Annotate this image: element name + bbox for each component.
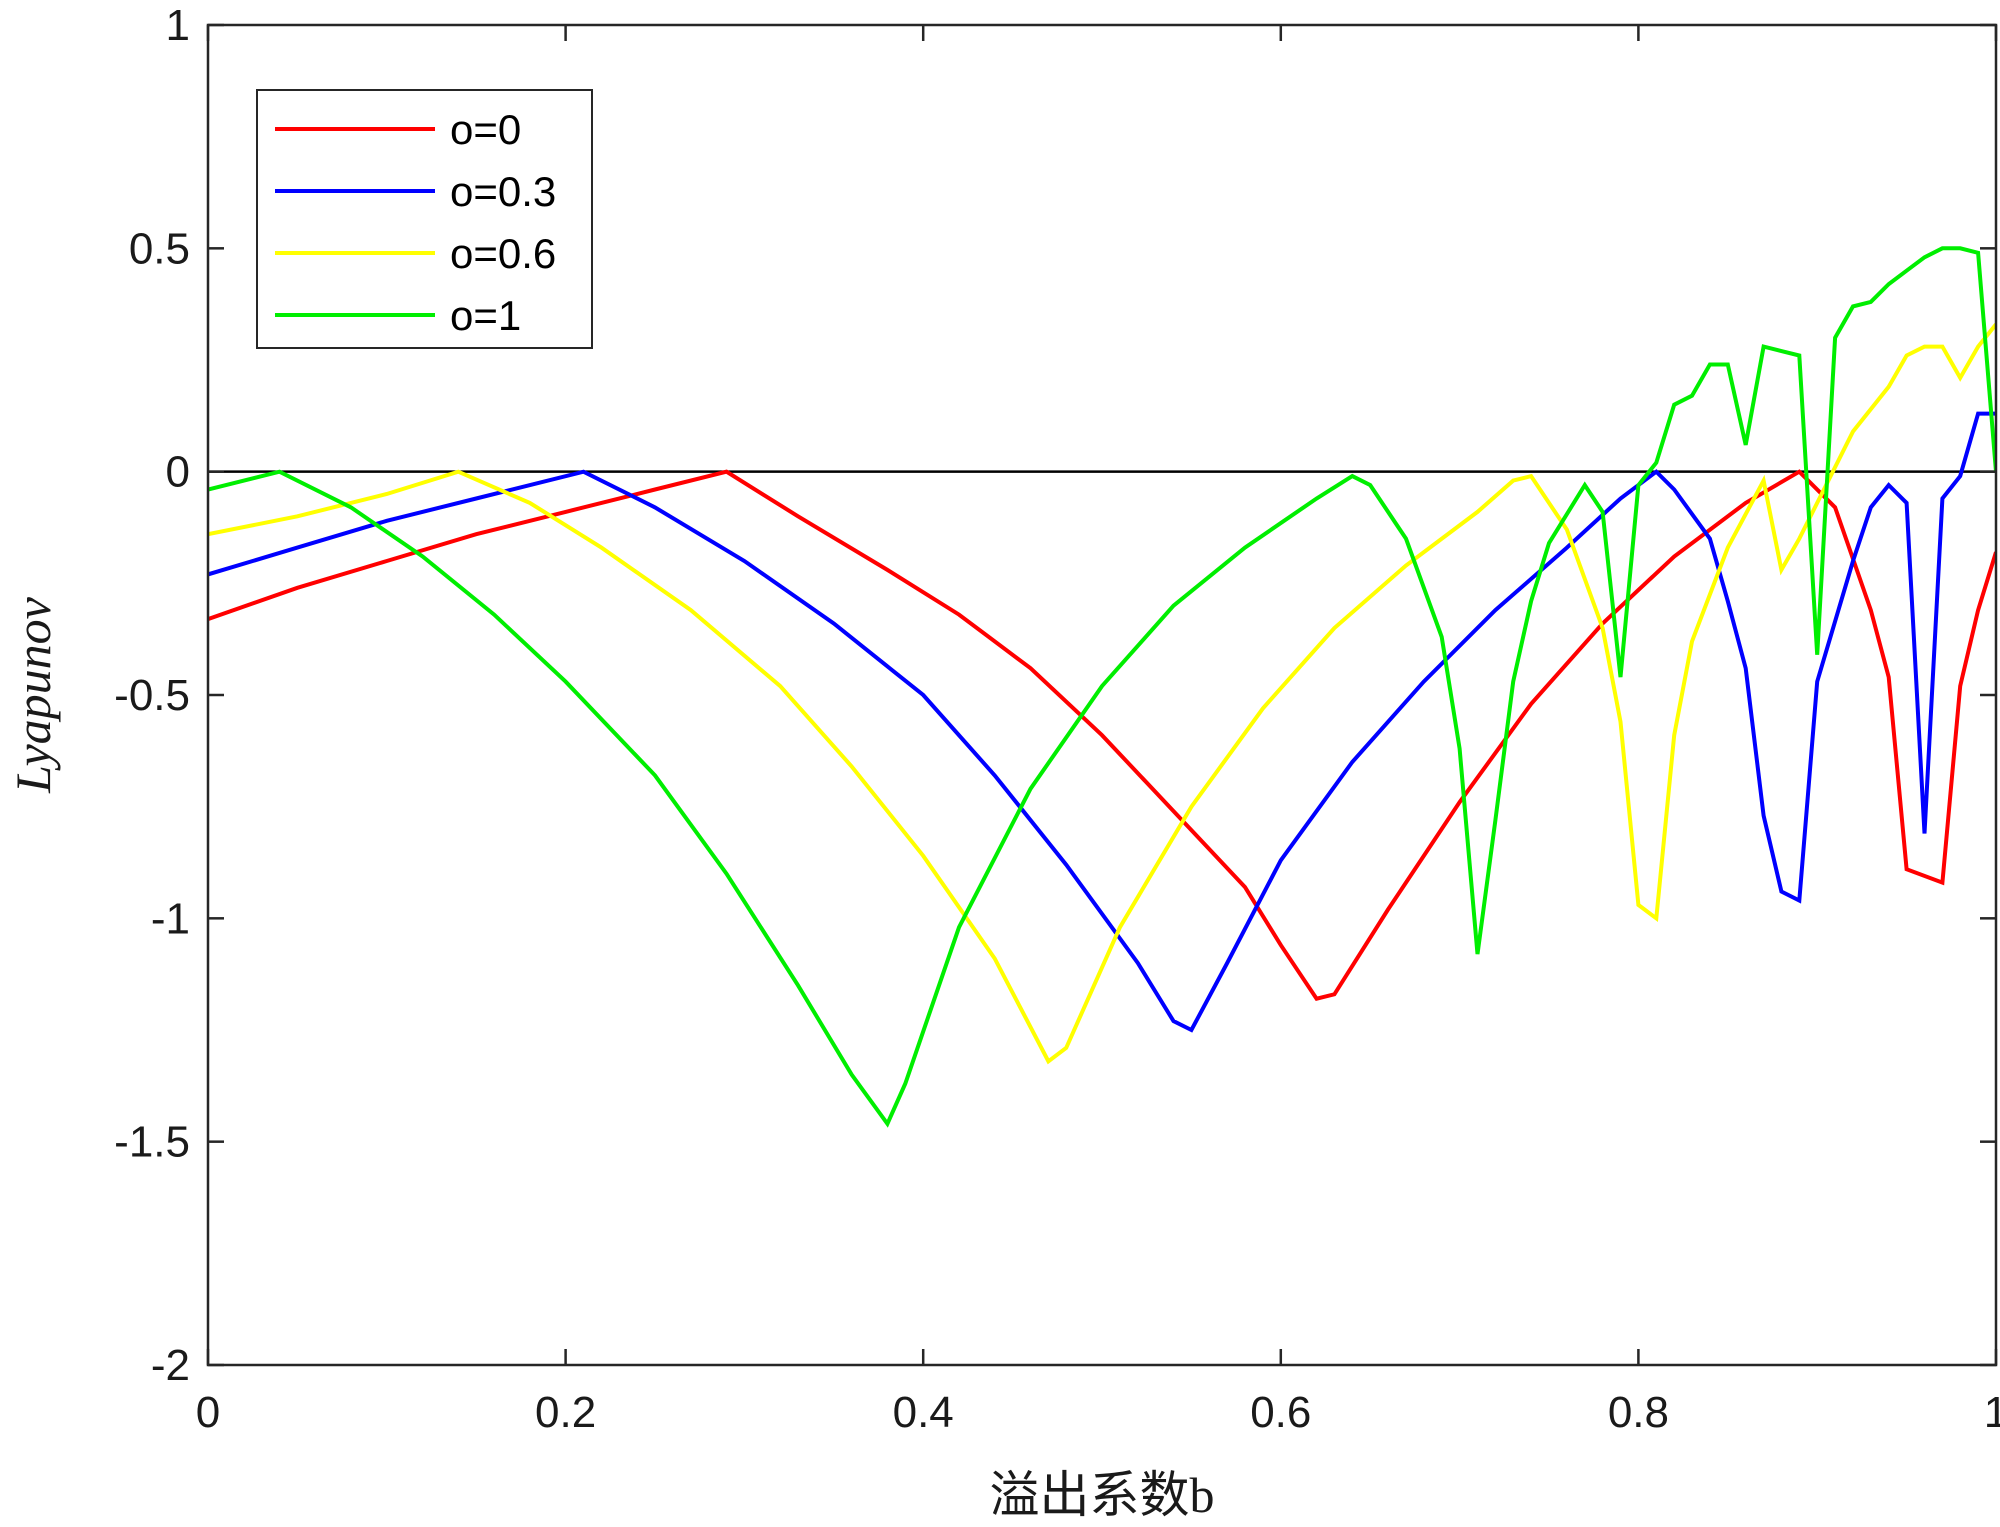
y-tick-label: -1.5 xyxy=(114,1118,190,1167)
legend-label-1: o=0.3 xyxy=(450,168,556,215)
y-tick-label: 0 xyxy=(166,448,190,497)
legend-label-0: o=0 xyxy=(450,106,521,153)
legend-items: o=0 o=0.3 o=0.6 o=1 xyxy=(275,106,556,339)
legend-box xyxy=(256,89,593,349)
series-line-3 xyxy=(208,246,1996,1128)
series-line-2 xyxy=(208,323,1996,1065)
x-tick-label: 0.8 xyxy=(1608,1388,1669,1437)
axis-ticks: 0 0.2 0.4 0.6 0.8 1 1 0.5 0 -0.5 -1 -1.5 -2 xyxy=(114,1,2000,1437)
y-tick-label: -0.5 xyxy=(114,671,190,720)
y-tick-label: -2 xyxy=(151,1341,190,1390)
x-tick-label: 1 xyxy=(1984,1388,2000,1437)
x-axis-label: 溢出系数b xyxy=(990,1467,1215,1523)
legend-label-2: o=0.6 xyxy=(450,230,556,277)
series-layer xyxy=(208,246,1996,1128)
x-tick-label: 0.4 xyxy=(893,1388,954,1437)
x-tick-label: 0 xyxy=(196,1388,220,1437)
y-tick-label: 0.5 xyxy=(129,224,190,273)
legend-label-3: o=1 xyxy=(450,292,521,339)
x-tick-label: 0.2 xyxy=(535,1388,596,1437)
legend: o=0 o=0.3 o=0.6 o=1 xyxy=(256,89,593,349)
series-line-0 xyxy=(208,469,1996,1001)
y-tick-label: 1 xyxy=(166,1,190,50)
series-line-1 xyxy=(208,411,1996,1033)
y-tick-label: -1 xyxy=(151,894,190,943)
y-axis-label: Lyapunov xyxy=(5,596,61,794)
x-tick-label: 0.6 xyxy=(1250,1388,1311,1437)
